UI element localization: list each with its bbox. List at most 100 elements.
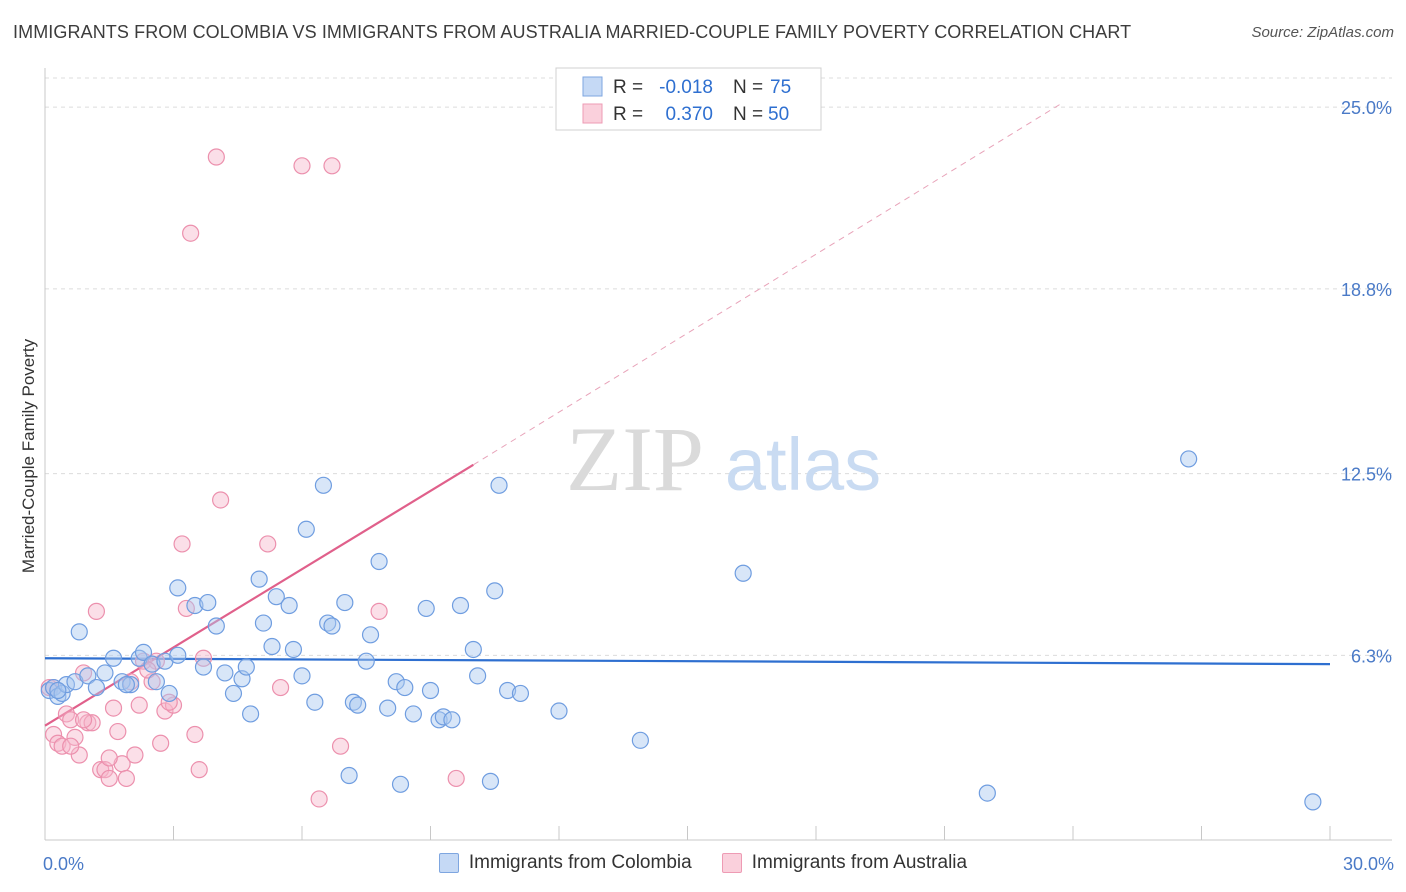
colombia-point xyxy=(96,664,114,682)
australia-point xyxy=(100,749,118,767)
australia-point xyxy=(66,728,84,747)
colombia-point xyxy=(631,731,649,749)
colombia-point xyxy=(169,646,187,664)
colombia-point xyxy=(250,570,268,588)
legend-r-value-blue: -0.018 xyxy=(659,77,713,98)
colombia-point xyxy=(323,617,341,635)
x-tick-label-min: 0.0% xyxy=(43,854,84,874)
watermark-atlas: atlas xyxy=(725,423,881,506)
colombia-point xyxy=(978,784,996,802)
australia-point xyxy=(70,746,88,764)
colombia-point xyxy=(511,684,530,703)
colombia-point xyxy=(1304,793,1322,811)
legend-n-value-blue: 75 xyxy=(770,77,791,98)
legend-n-label-pink: N = xyxy=(733,104,763,125)
australia-point xyxy=(310,790,328,808)
australia-points xyxy=(40,148,465,808)
legend-item-australia[interactable]: Immigrants from Australia xyxy=(721,852,968,874)
colombia-point xyxy=(469,667,487,685)
colombia-point xyxy=(370,552,388,571)
colombia-point xyxy=(451,596,470,615)
australia-point xyxy=(160,693,178,711)
colombia-point xyxy=(349,696,367,714)
colombia-point xyxy=(147,673,165,691)
colombia-point xyxy=(87,678,106,697)
colombia-point xyxy=(242,705,260,723)
y-tick-label: 18.8% xyxy=(1341,280,1392,300)
australia-point xyxy=(259,535,277,553)
australia-point xyxy=(62,711,80,729)
colombia-point xyxy=(194,658,213,676)
colombia-point xyxy=(263,637,281,656)
australia-point xyxy=(186,725,204,744)
colombia-point xyxy=(70,623,88,641)
colombia-point xyxy=(186,596,204,615)
colombia-swatch xyxy=(438,853,459,873)
australia-point xyxy=(271,678,290,697)
colombia-point xyxy=(314,476,333,494)
australia-point xyxy=(62,737,80,755)
australia-point xyxy=(117,769,135,788)
colombia-point xyxy=(237,658,255,676)
colombia-point xyxy=(379,699,397,717)
australia-point xyxy=(173,535,191,553)
legend-blue-swatch xyxy=(582,76,603,97)
australia-swatch xyxy=(721,853,742,873)
trend-lines xyxy=(44,103,1331,727)
legend-r-value-pink: 0.370 xyxy=(665,104,713,125)
watermark: ZIP atlas xyxy=(566,408,881,510)
australia-point xyxy=(331,737,350,755)
colombia-point xyxy=(267,588,285,606)
australia-point xyxy=(156,702,174,720)
colombia-point xyxy=(336,593,354,612)
australia-point xyxy=(109,722,127,741)
australia-point xyxy=(74,711,93,729)
colombia-point xyxy=(361,626,380,644)
colombia-point xyxy=(357,652,375,670)
colombia-point xyxy=(490,476,508,494)
australia-trend-line xyxy=(44,463,474,727)
colombia-point xyxy=(79,667,97,685)
colombia-point xyxy=(464,640,482,659)
colombia-point xyxy=(216,664,234,682)
watermark-zip: ZIP xyxy=(566,408,704,510)
colombia-point xyxy=(387,673,405,691)
australia-point xyxy=(370,602,388,620)
colombia-point xyxy=(224,684,243,703)
australia-point xyxy=(104,699,123,717)
australia-point xyxy=(152,734,170,752)
legend-label-australia: Immigrants from Australia xyxy=(751,852,968,873)
colombia-point xyxy=(199,593,217,612)
colombia-point xyxy=(254,614,273,632)
legend-n-label-blue: N = xyxy=(733,77,763,98)
colombia-point xyxy=(391,775,410,793)
legend-item-colombia[interactable]: Immigrants from Colombia xyxy=(438,852,692,874)
australia-point xyxy=(194,649,213,667)
colombia-point xyxy=(421,681,440,700)
colombia-point xyxy=(207,617,225,635)
x-tick-label-max: 30.0% xyxy=(1343,854,1394,874)
australia-point xyxy=(87,602,106,620)
colombia-point xyxy=(297,520,315,538)
australia-point xyxy=(447,769,465,788)
australia-trend-extension xyxy=(473,103,1061,466)
colombia-point xyxy=(49,681,67,700)
colombia-point xyxy=(117,676,135,694)
colombia-point xyxy=(404,705,422,723)
tick-labels: 6.3% 12.5% 18.8% 25.0% 0.0% 30.0% xyxy=(43,98,1394,874)
australia-point xyxy=(323,157,341,175)
series-legend: Immigrants from Colombia Immigrants from… xyxy=(0,852,1406,874)
australia-point xyxy=(100,769,118,788)
colombia-point xyxy=(1180,450,1198,468)
colombia-point xyxy=(499,681,517,700)
australia-point xyxy=(207,148,225,166)
axes xyxy=(44,68,1392,841)
grid-lines xyxy=(45,77,1392,656)
chart-title: IMMIGRANTS FROM COLOMBIA VS IMMIGRANTS F… xyxy=(13,22,1132,42)
colombia-point xyxy=(340,766,358,785)
colombia-point xyxy=(443,711,461,729)
correlation-legend: R = -0.018 N = 75 R = 0.370 N = 50 xyxy=(555,67,822,131)
colombia-point xyxy=(550,702,568,720)
colombia-point xyxy=(481,772,500,790)
australia-point xyxy=(92,761,110,779)
